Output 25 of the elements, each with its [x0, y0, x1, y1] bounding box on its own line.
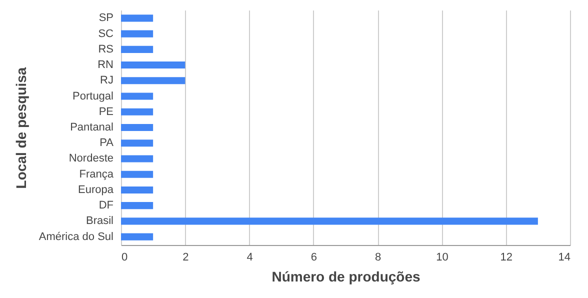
- y-tick-label: SC: [98, 28, 114, 40]
- y-tick-label: SP: [98, 12, 114, 24]
- y-tick-label: Nordeste: [68, 152, 114, 165]
- y-axis-title: Local de pesquisa: [12, 67, 29, 189]
- y-tick-label: RN: [98, 59, 114, 72]
- y-tick-label: RJ: [100, 74, 114, 87]
- y-tick-label: DF: [98, 200, 114, 212]
- x-axis-title: Número de produções: [272, 268, 420, 284]
- y-tick-label: América do Sul: [38, 230, 114, 243]
- y-tick-label: PA: [100, 137, 114, 150]
- x-tick-label: 12: [500, 252, 512, 264]
- y-tick-label: RS: [98, 43, 114, 56]
- y-tick-label: PE: [98, 106, 114, 118]
- x-tick-label: 14: [558, 252, 570, 264]
- x-tick-label: 10: [436, 252, 448, 264]
- x-tick-label: 6: [310, 252, 317, 264]
- y-tick-label: Pantanal: [70, 122, 114, 134]
- y-tick-label: Europa: [78, 184, 114, 196]
- y-tick-label: França: [79, 168, 114, 180]
- x-tick-label: 4: [246, 252, 253, 264]
- y-tick-label: Brasil: [86, 215, 114, 228]
- x-tick-label: 8: [375, 252, 382, 264]
- x-tick-label: 0: [122, 252, 128, 264]
- x-tick-label: 2: [182, 252, 189, 264]
- y-tick-label: Portugal: [72, 90, 114, 102]
